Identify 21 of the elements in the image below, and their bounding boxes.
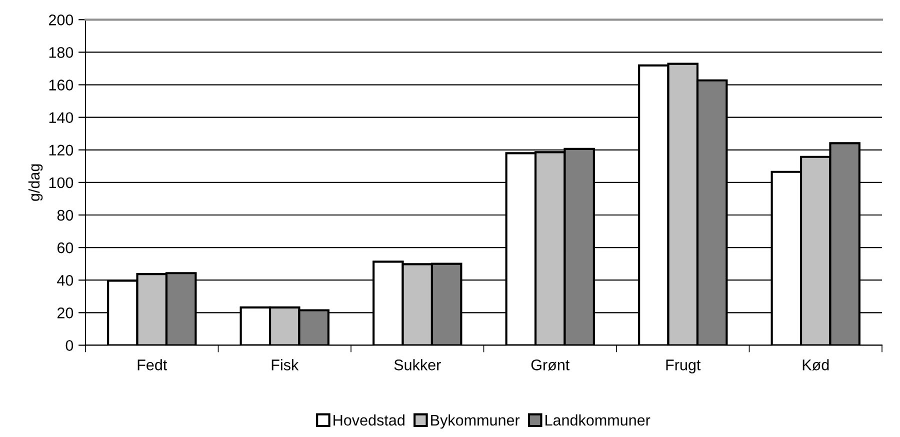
x-tick-label: Sukker [394, 359, 441, 370]
y-tick-label: 60 [57, 242, 74, 254]
x-tick-label: Grønt [531, 360, 570, 370]
y-axis-title: g/dag [28, 164, 43, 201]
y-tick-label: 0 [66, 340, 74, 351]
y-tick-label: 80 [57, 210, 74, 221]
x-tick-label: Fisk [272, 359, 299, 370]
y-tick-label: 40 [57, 274, 74, 286]
y-tick-label: 180 [49, 47, 74, 58]
y-tick-label: 160 [49, 80, 74, 90]
y-tick-label: 200 [48, 14, 74, 26]
legend-label: Hovedstad [334, 414, 404, 426]
legend-label: Bykommuner [431, 414, 520, 429]
y-tick-label: 100 [49, 177, 74, 188]
x-tick-label: Kød [802, 359, 829, 370]
y-tick-label: 20 [57, 308, 74, 318]
legend-label: Landkommuner [546, 414, 650, 426]
y-tick-label: 120 [49, 144, 74, 156]
y-tick-label: 140 [49, 112, 74, 124]
x-tick-label: Frugt [666, 360, 701, 374]
x-tick-label: Fedt [138, 359, 168, 370]
